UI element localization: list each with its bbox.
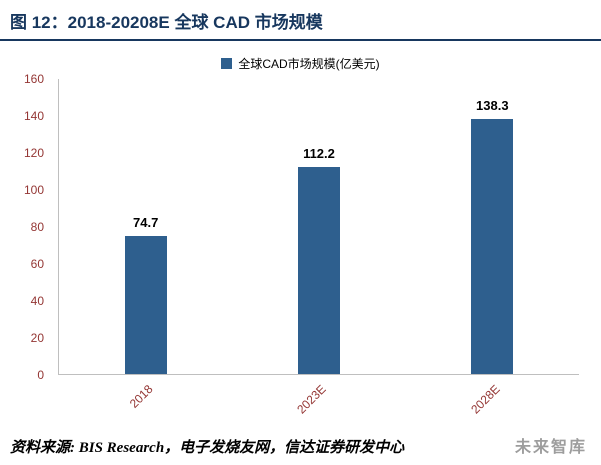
chart-title: 图 12：2018-20208E 全球 CAD 市场规模 [0, 0, 601, 41]
bar [124, 236, 167, 374]
bar-value-label: 74.7 [133, 215, 159, 231]
legend-label: 全球CAD市场规模(亿美元) [238, 56, 380, 71]
y-tick-label: 80 [30, 220, 44, 234]
plot-area: 74.7 2018 112.2 2023E 138.3 2028E [58, 79, 579, 416]
y-tick-label: 0 [37, 368, 44, 382]
legend: 全球CAD市场规模(亿美元) [0, 55, 601, 71]
bar-group: 112.2 2023E [232, 79, 405, 416]
x-axis-label: 2018 [126, 382, 156, 411]
y-axis: 0 20 40 60 80 100 120 140 160 [10, 72, 50, 382]
source-text: 资料来源: BIS Research，电子发烧友网，信达证券研发中心 [10, 440, 405, 456]
bar-value-label: 112.2 [303, 146, 335, 162]
legend-swatch-icon [221, 57, 233, 69]
bars: 74.7 2018 112.2 2023E 138.3 2028E [59, 79, 579, 416]
plot-area-wrapper: 0 20 40 60 80 100 120 140 160 74.7 2018 112.2 2023E… [24, 72, 579, 416]
y-tick-label: 100 [23, 183, 44, 197]
bar [471, 119, 514, 374]
bar-group: 138.3 2028E [406, 79, 579, 416]
bar-value-label: 138.3 [476, 98, 509, 114]
x-axis-label: 2028E [467, 382, 503, 417]
y-tick-label: 140 [23, 109, 44, 123]
bar [297, 167, 340, 374]
x-axis-label: 2023E [294, 382, 329, 417]
y-tick-label: 60 [30, 257, 44, 271]
y-tick-label: 160 [23, 72, 44, 86]
bar-group: 74.7 2018 [59, 79, 232, 411]
y-tick-label: 40 [30, 294, 44, 308]
watermark: 未来智库 [514, 437, 587, 456]
y-tick-label: 20 [30, 331, 44, 345]
y-tick-label: 120 [23, 146, 44, 160]
